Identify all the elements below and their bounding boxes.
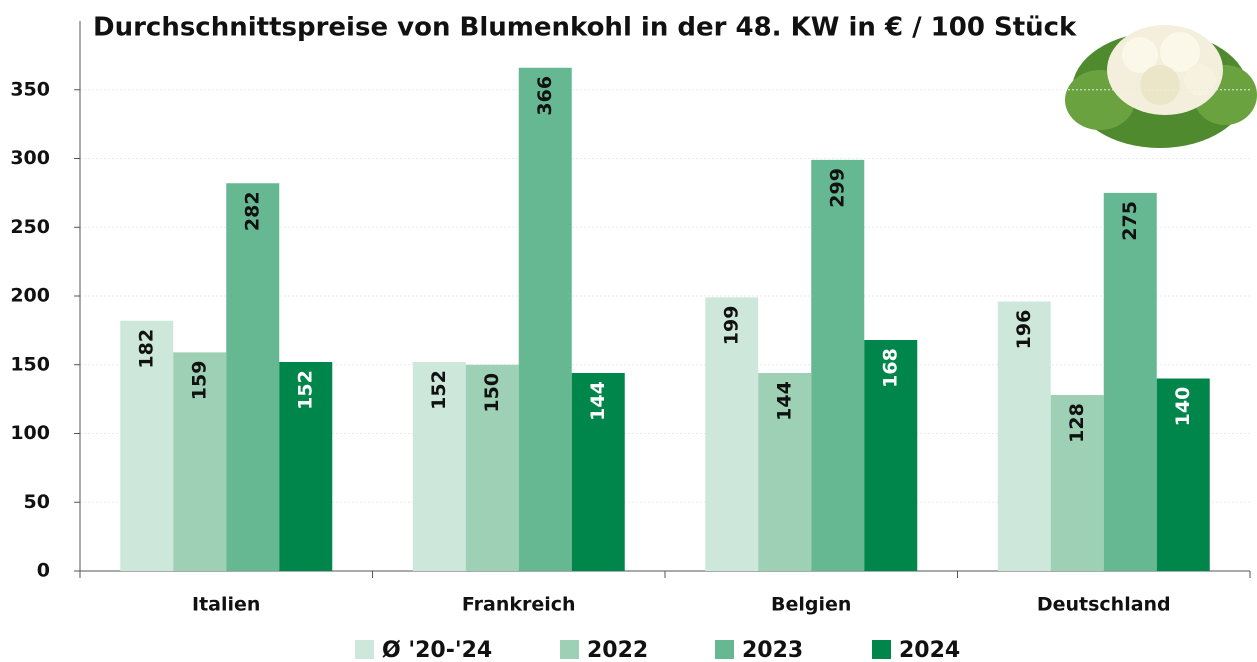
bar [1050, 395, 1104, 571]
value-label: 144 [587, 381, 609, 421]
bar [1156, 378, 1210, 571]
bar [571, 373, 625, 571]
value-label: 152 [294, 370, 316, 410]
bar [279, 362, 333, 571]
legend-swatch [560, 640, 579, 659]
legend-swatch [872, 640, 891, 659]
bar [997, 301, 1051, 571]
value-label: 159 [188, 361, 210, 401]
cauliflower-image [1065, 25, 1257, 148]
x-tick-label: Deutschland [1037, 594, 1171, 616]
y-tick-label: 300 [10, 147, 50, 169]
value-label: 196 [1013, 310, 1035, 350]
value-label: 144 [773, 381, 795, 421]
y-tick-label: 150 [10, 353, 50, 375]
y-tick-label: 250 [10, 216, 50, 238]
y-tick-label: 50 [24, 491, 50, 513]
x-tick-label: Italien [192, 594, 260, 616]
y-tick-label: 200 [10, 285, 50, 307]
x-tick-label: Frankreich [462, 594, 576, 616]
bar [1103, 192, 1157, 571]
legend-label: Ø '20-'24 [382, 638, 492, 662]
bar [518, 67, 572, 571]
bar [412, 362, 466, 571]
value-label: 140 [1172, 387, 1194, 427]
y-tick-label: 350 [10, 78, 50, 100]
value-label: 199 [720, 306, 742, 346]
value-label: 275 [1119, 201, 1141, 241]
value-label: 299 [826, 168, 848, 208]
x-tick-label: Belgien [771, 594, 851, 616]
value-label: 150 [481, 373, 503, 413]
value-label: 366 [534, 76, 556, 116]
bar [226, 183, 280, 571]
value-label: 182 [135, 329, 157, 369]
value-label: 128 [1066, 403, 1088, 443]
bar [864, 340, 918, 571]
bar [173, 352, 227, 571]
bar [705, 297, 759, 571]
legend-label: 2022 [587, 638, 648, 662]
chart-title: Durchschnittspreise von Blumenkohl in de… [93, 13, 1077, 43]
bar [811, 159, 865, 571]
value-label: 168 [879, 348, 901, 388]
y-tick-label: 0 [37, 560, 50, 582]
value-label: 282 [241, 191, 263, 231]
legend-label: 2023 [742, 638, 803, 662]
bar [465, 364, 519, 571]
y-tick-label: 100 [10, 422, 50, 444]
legend-swatch [355, 640, 374, 659]
legend-swatch [715, 640, 734, 659]
value-label: 152 [428, 370, 450, 410]
legend-label: 2024 [899, 638, 960, 662]
bar [758, 373, 812, 571]
bar [120, 320, 174, 571]
